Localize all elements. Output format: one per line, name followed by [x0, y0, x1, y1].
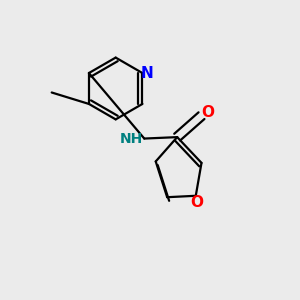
Text: O: O [201, 105, 214, 120]
Text: NH: NH [120, 132, 143, 145]
Text: O: O [191, 195, 204, 210]
Text: N: N [140, 65, 153, 80]
